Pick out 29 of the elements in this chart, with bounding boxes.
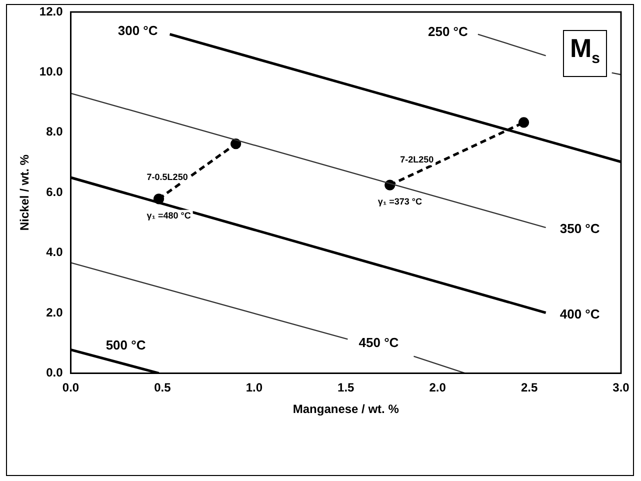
y-tick-label: 8.0 xyxy=(46,124,64,139)
point xyxy=(518,117,530,128)
annotation: γ₁ =373 °C xyxy=(378,196,422,207)
x-tick-label: 1.0 xyxy=(246,380,263,395)
series-label: 7-0.5L250 xyxy=(146,172,188,182)
x-tick-label: 3.0 xyxy=(612,380,630,395)
annotation: M$_{s}$ xyxy=(563,30,608,78)
series-label: 250 °C xyxy=(428,24,468,39)
series-label: 350 °C xyxy=(560,221,600,236)
series-label: 500 °C xyxy=(106,337,146,352)
annotation: γ₁ =480 °C xyxy=(146,210,192,220)
y-tick-label: 2.0 xyxy=(46,305,64,320)
x-tick-label: 0.0 xyxy=(62,380,80,395)
series-label: 300 °C xyxy=(118,22,158,38)
x-tick-label: 1.5 xyxy=(338,380,355,395)
x-tick-label: 0.5 xyxy=(154,380,172,395)
series-label: 7-2L250 xyxy=(400,154,434,164)
x-axis-title: Manganese / wt. % xyxy=(292,402,400,416)
y-tick-label: 12.0 xyxy=(39,4,64,18)
y-tick-label: 4.0 xyxy=(46,245,64,260)
point xyxy=(230,138,242,150)
y-tick-label: 6.0 xyxy=(46,184,64,199)
y-tick-label: 10.0 xyxy=(39,64,64,79)
series-label: 400 °C xyxy=(560,306,600,322)
y-axis-title: Nickel / wt. % xyxy=(18,154,32,231)
y-tick-label: 0.0 xyxy=(46,366,64,380)
x-tick-label: 2.0 xyxy=(429,380,446,395)
x-tick-label: 2.5 xyxy=(520,380,538,395)
series-label: 450 °C xyxy=(358,334,400,350)
